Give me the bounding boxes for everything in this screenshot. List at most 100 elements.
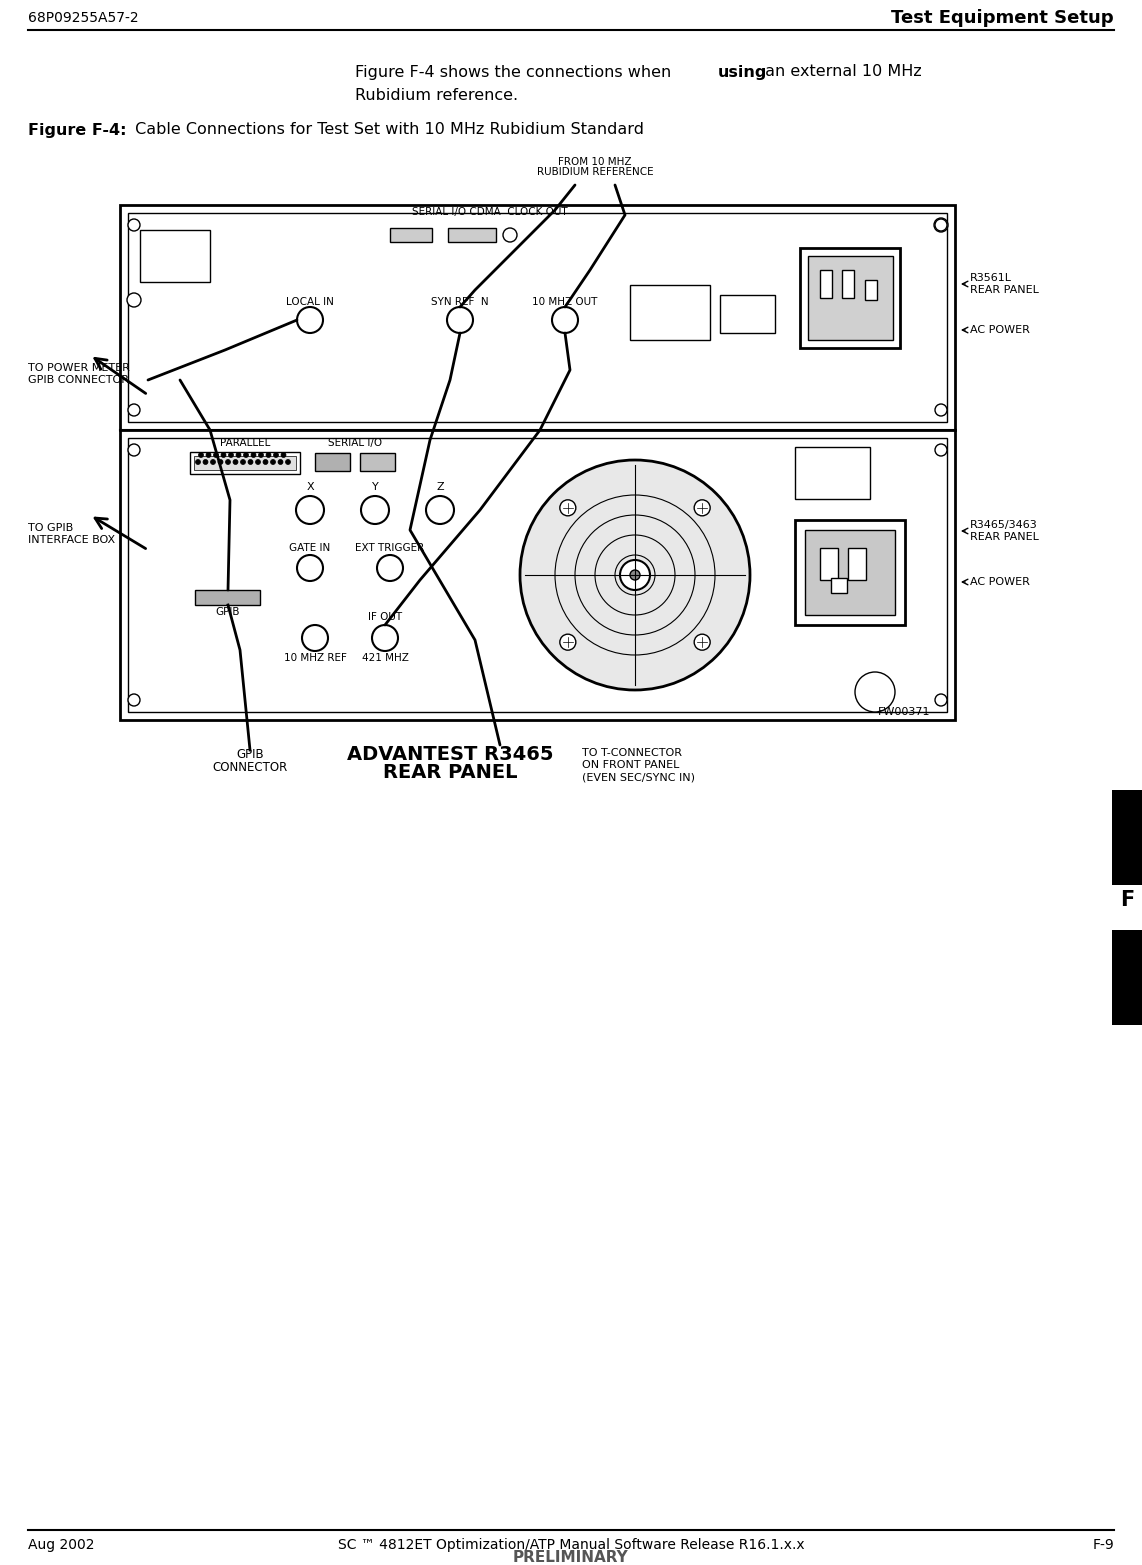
Circle shape <box>251 452 256 457</box>
Circle shape <box>271 460 275 465</box>
Bar <box>120 205 955 430</box>
Circle shape <box>297 556 323 581</box>
Bar <box>360 452 395 471</box>
Circle shape <box>273 452 279 457</box>
Circle shape <box>855 671 895 712</box>
Text: GPIB CONNECTOR: GPIB CONNECTOR <box>29 376 129 385</box>
Circle shape <box>233 460 238 465</box>
Text: REAR PANEL: REAR PANEL <box>970 285 1039 294</box>
Bar <box>719 294 775 333</box>
Circle shape <box>128 444 140 455</box>
Circle shape <box>241 460 246 465</box>
Text: CONNECTOR: CONNECTOR <box>212 761 288 775</box>
Text: AC POWER: AC POWER <box>970 577 1030 587</box>
Bar <box>809 257 893 340</box>
Circle shape <box>214 452 218 457</box>
Text: AC POWER: AC POWER <box>970 326 1030 335</box>
Text: 10 MHZ OUT: 10 MHZ OUT <box>532 297 597 307</box>
Text: FW00371: FW00371 <box>877 707 930 717</box>
Text: TO T-CONNECTOR: TO T-CONNECTOR <box>582 748 682 757</box>
Text: TO GPIB: TO GPIB <box>29 523 73 534</box>
Text: Z: Z <box>436 482 444 491</box>
Text: REAR PANEL: REAR PANEL <box>970 532 1039 541</box>
Text: ON FRONT PANEL: ON FRONT PANEL <box>582 761 679 770</box>
Text: EXT TRIGGER: EXT TRIGGER <box>355 543 425 552</box>
Text: Test Equipment Setup: Test Equipment Setup <box>892 9 1113 27</box>
Bar <box>128 213 947 423</box>
Text: using: using <box>718 64 767 80</box>
Text: Figure F-4 shows the connections when: Figure F-4 shows the connections when <box>355 64 676 80</box>
Text: PARALLEL: PARALLEL <box>219 438 271 448</box>
Text: SERIAL I/O: SERIAL I/O <box>328 438 383 448</box>
Text: GPIB: GPIB <box>216 607 240 617</box>
Text: X: X <box>306 482 314 491</box>
Circle shape <box>297 307 323 333</box>
Circle shape <box>694 634 710 649</box>
Bar <box>805 531 895 615</box>
Circle shape <box>935 404 947 416</box>
Circle shape <box>552 307 578 333</box>
Text: TO POWER METER: TO POWER METER <box>29 363 130 372</box>
Text: SERIAL I/O CDMA  CLOCK OUT: SERIAL I/O CDMA CLOCK OUT <box>412 207 568 218</box>
Bar <box>120 430 955 720</box>
Circle shape <box>127 293 140 307</box>
Circle shape <box>935 444 947 455</box>
Text: 68P09255A57-2: 68P09255A57-2 <box>29 11 138 25</box>
Text: 10 MHZ REF: 10 MHZ REF <box>283 653 346 664</box>
Text: R3465/3463: R3465/3463 <box>970 520 1038 531</box>
Text: R3561L: R3561L <box>970 272 1012 283</box>
Circle shape <box>225 460 231 465</box>
Bar <box>831 577 847 593</box>
Text: SC ™ 4812ET Optimization/ATP Manual Software Release R16.1.x.x: SC ™ 4812ET Optimization/ATP Manual Soft… <box>338 1538 804 1552</box>
Circle shape <box>210 460 216 465</box>
Bar <box>801 247 900 347</box>
Circle shape <box>377 556 403 581</box>
Bar <box>630 285 710 340</box>
Text: Figure F-4:: Figure F-4: <box>29 122 127 138</box>
Circle shape <box>128 693 140 706</box>
Text: ADVANTEST R3465: ADVANTEST R3465 <box>347 745 553 764</box>
Circle shape <box>560 499 576 516</box>
Circle shape <box>301 624 328 651</box>
Circle shape <box>195 460 201 465</box>
Bar <box>194 455 296 470</box>
Bar <box>448 228 496 243</box>
Text: Rubidium reference.: Rubidium reference. <box>355 89 518 103</box>
Circle shape <box>935 219 947 232</box>
Bar <box>795 520 904 624</box>
Circle shape <box>243 452 249 457</box>
Bar <box>195 590 260 606</box>
Bar <box>849 548 866 581</box>
Text: (EVEN SEC/SYNC IN): (EVEN SEC/SYNC IN) <box>582 772 695 782</box>
Text: Cable Connections for Test Set with 10 MHz Rubidium Standard: Cable Connections for Test Set with 10 M… <box>130 122 644 138</box>
Circle shape <box>128 219 140 232</box>
Circle shape <box>361 496 389 524</box>
Bar <box>140 230 210 282</box>
Text: GATE IN: GATE IN <box>289 543 331 552</box>
Bar <box>128 438 947 712</box>
Text: an external 10 MHz: an external 10 MHz <box>759 64 922 80</box>
Circle shape <box>630 570 640 581</box>
Circle shape <box>222 452 226 457</box>
Circle shape <box>286 460 290 465</box>
Circle shape <box>248 460 254 465</box>
Circle shape <box>128 404 140 416</box>
Bar <box>190 452 300 474</box>
Text: F: F <box>1120 890 1134 909</box>
Circle shape <box>372 624 399 651</box>
Bar <box>795 448 870 499</box>
Bar <box>1112 930 1142 1025</box>
Circle shape <box>206 452 211 457</box>
Circle shape <box>218 460 223 465</box>
Circle shape <box>236 452 241 457</box>
Text: INTERFACE BOX: INTERFACE BOX <box>29 535 115 545</box>
Text: LOCAL IN: LOCAL IN <box>286 297 333 307</box>
Bar <box>842 271 854 297</box>
Circle shape <box>694 499 710 516</box>
Text: GPIB: GPIB <box>236 748 264 761</box>
Circle shape <box>296 496 324 524</box>
Text: 421 MHZ: 421 MHZ <box>362 653 409 664</box>
Text: Y: Y <box>371 482 378 491</box>
Text: Aug 2002: Aug 2002 <box>29 1538 95 1552</box>
Text: F-9: F-9 <box>1092 1538 1113 1552</box>
